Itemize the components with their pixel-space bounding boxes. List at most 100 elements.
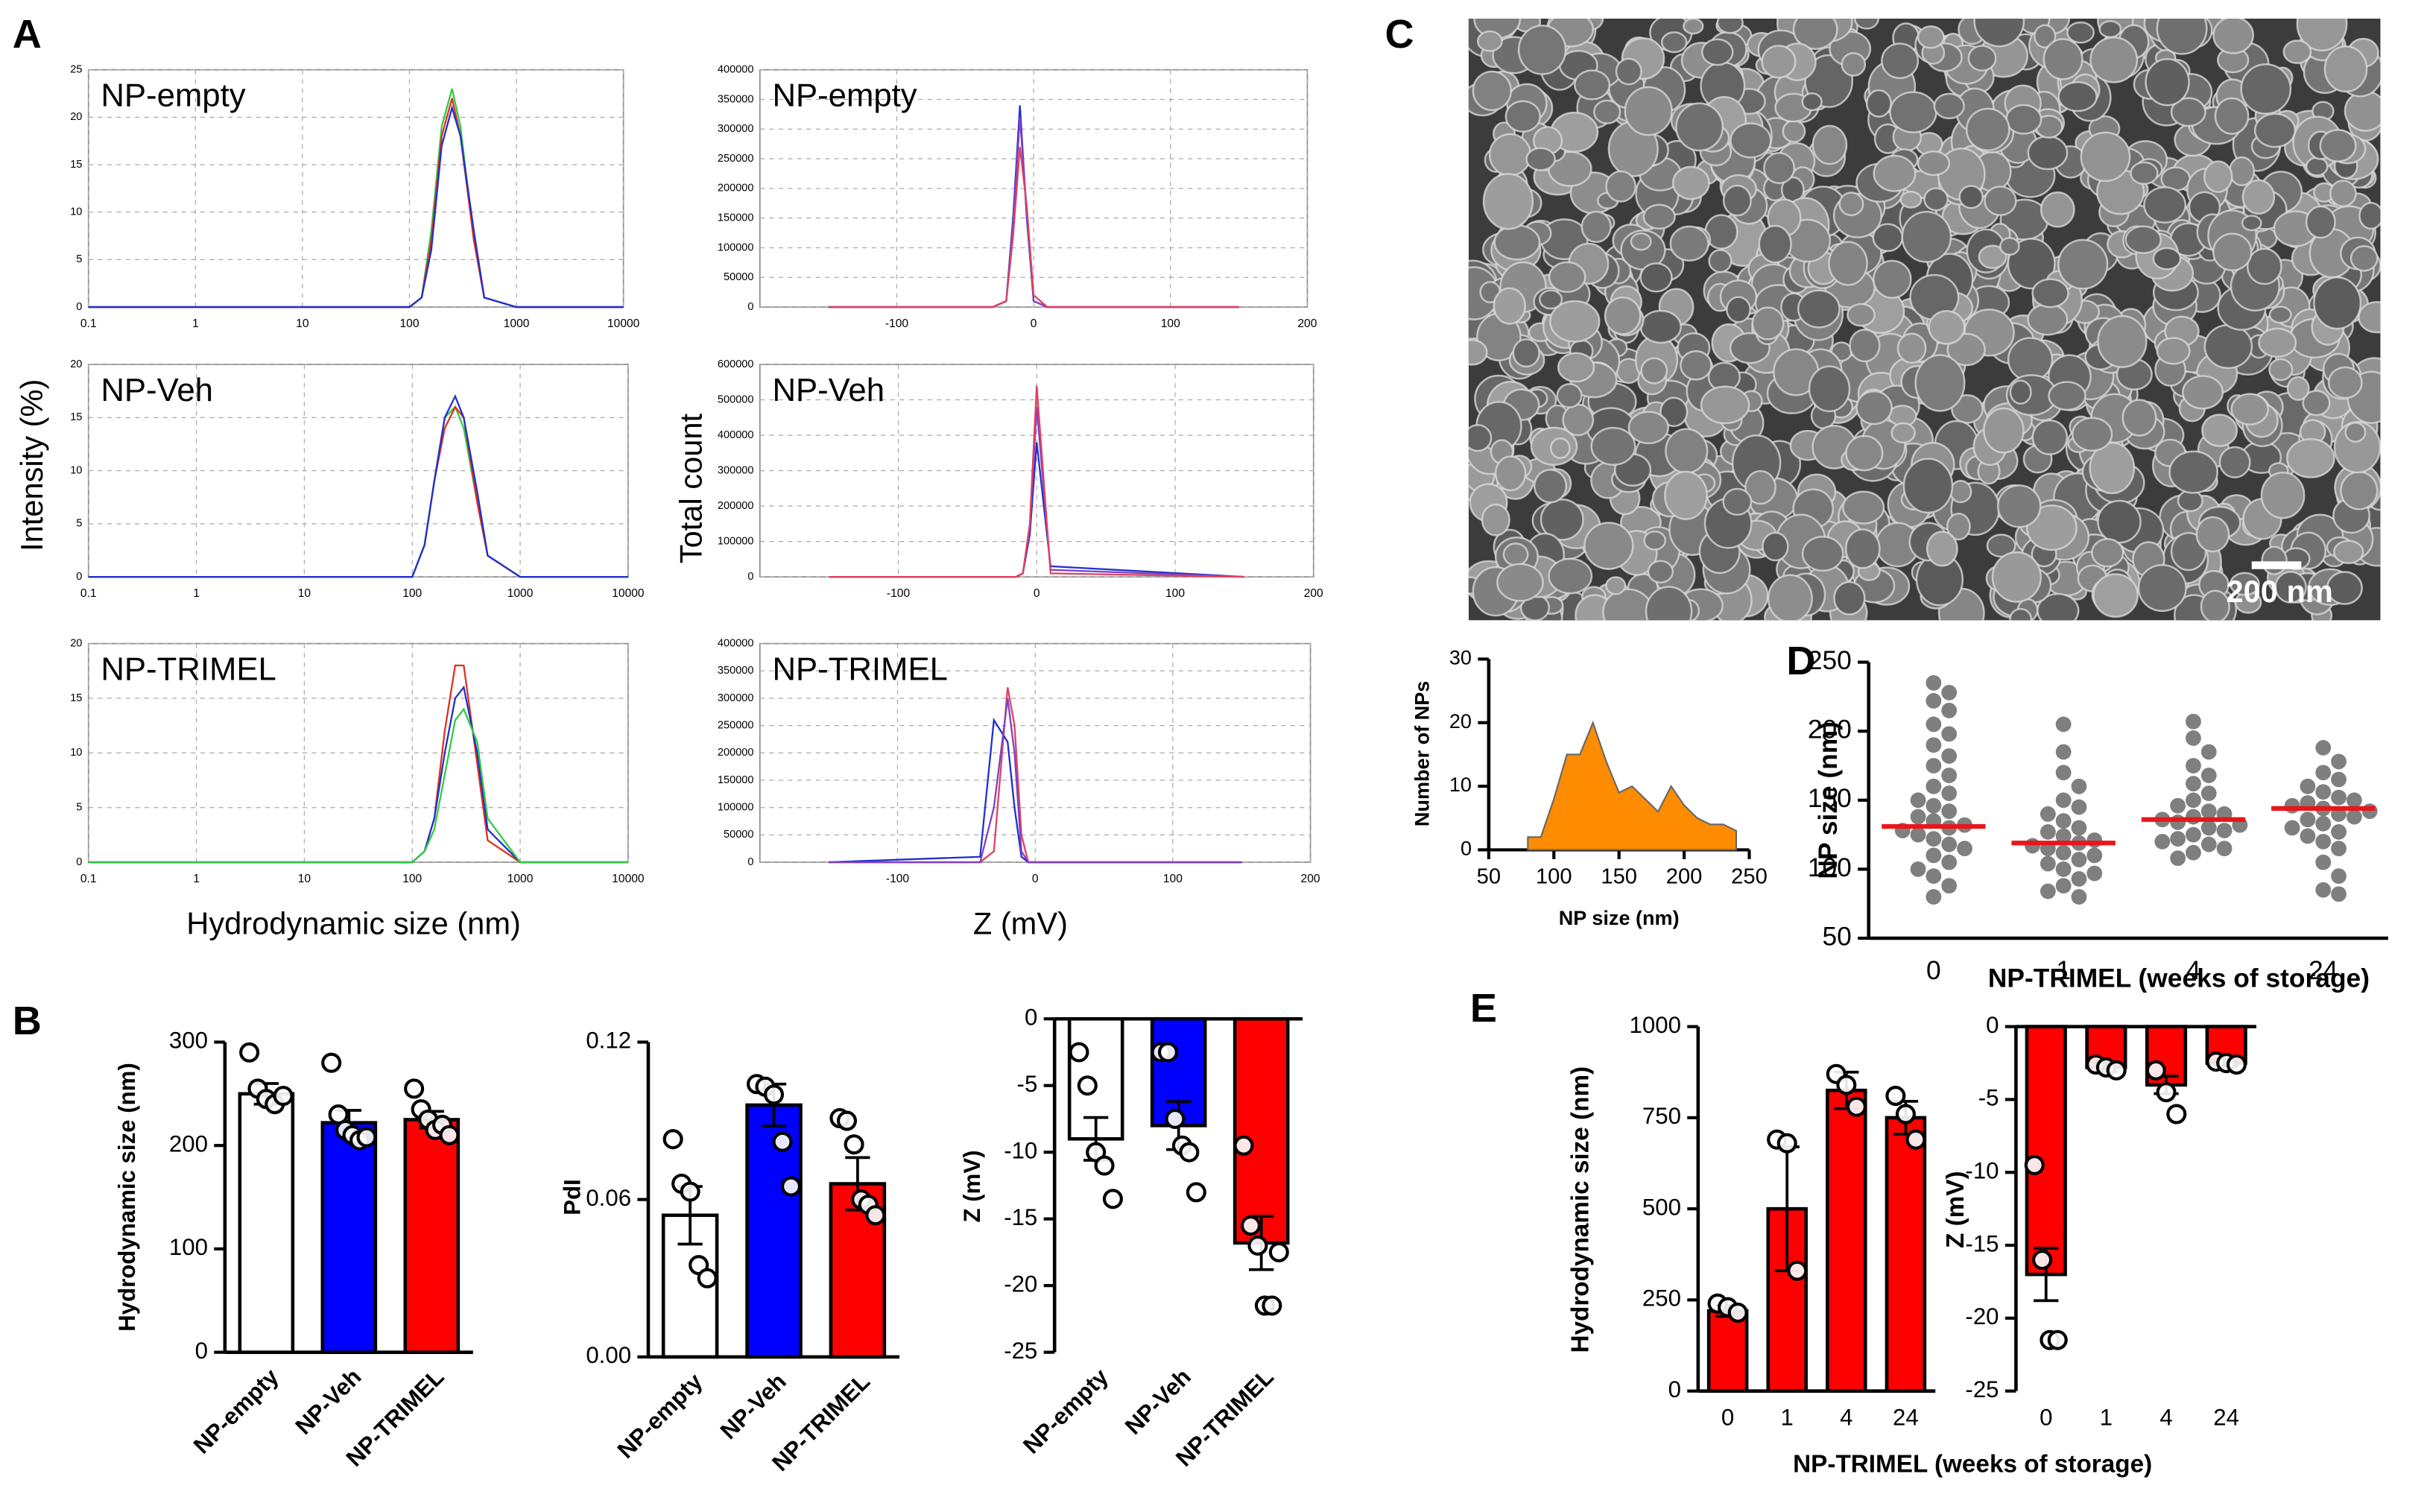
x-axis-label: NP-TRIMEL (weeks of storage) [1988,964,2370,993]
y-tick-label: 150000 [718,774,754,786]
sem-grain [2156,18,2208,55]
data-point [2055,792,2072,809]
sem-grain [1890,422,1916,444]
sem-grain [2253,113,2297,148]
sem-grain [2230,393,2269,426]
data-point [2346,792,2362,809]
data-point [321,1052,342,1073]
sem-grain [1700,385,1750,425]
data-point [662,1129,683,1150]
series-line [88,707,628,864]
sem-grain [2241,179,2276,215]
sem-grain [2260,471,2306,519]
sem-grain [2323,45,2368,93]
x-tick-label: 0 [1031,317,1037,330]
sem-grain [2195,516,2230,553]
sem-grain [1901,210,1952,263]
panel-letter: D [1786,639,1815,683]
sem-grain [2089,442,2136,495]
y-tick-label: 350000 [718,93,754,105]
data-point [1926,889,1942,905]
data-point [2170,850,2186,867]
bar [238,1092,295,1354]
sem-grain [1493,224,1541,261]
data-point [844,1134,864,1155]
sem-grain [2340,471,2379,510]
y-tick-label: 300000 [718,692,754,704]
sem-grain [1991,551,2042,603]
x-tick-label: 100 [1163,873,1183,885]
y-tick-label: 400000 [718,63,754,75]
sem-grain [2034,24,2057,48]
sem-grain [2326,571,2363,605]
sem-grain [1659,396,1689,428]
data-point [1102,1189,1123,1209]
y-tick-label: 10 [70,747,82,759]
data-point [2200,803,2217,820]
x-tick-label: 4 [2159,1404,2172,1430]
x-tick-label: 250 [1731,865,1768,889]
sem-grain [2170,531,2207,572]
data-point [1941,854,1958,870]
data-point [2186,713,2201,730]
sem-grain [1548,557,1593,595]
data-point [2186,844,2201,861]
sem-grain [1865,89,1892,118]
data-point [2315,882,2332,898]
data-point [2145,1060,2166,1081]
data-point [1836,1075,1857,1095]
data-point [2024,1154,2045,1176]
x-tick-label: 1 [2056,956,2071,985]
sem-grain [1665,428,1709,474]
panel-letter: E [1470,986,1497,1031]
sem-grain [2268,358,2294,382]
sem-grain [2005,104,2042,135]
data-point [2200,820,2217,836]
sem-grain [2258,327,2297,358]
x-tick-label: 1 [1781,1404,1794,1430]
x-tick-label: 10000 [607,317,640,330]
sem-grain [2274,571,2307,604]
x-tick-label: 0 [2040,1404,2052,1430]
data-point [2331,771,2347,788]
sem-grain [2027,135,2069,171]
data-point [404,1078,425,1099]
sem-grain [1708,249,1733,273]
x-tick-label: 0.1 [80,873,97,885]
sem-grain [1468,424,1493,452]
x-tick-label: -100 [886,873,910,885]
x-tick-label: NP-Veh [291,1364,367,1440]
y-tick-label: 500000 [718,393,754,405]
y-tick-label: 100 [1808,853,1852,882]
data-point [2047,1329,2068,1350]
sem-grain [1946,513,1971,541]
sem-grain [1842,490,1885,525]
sem-grain [1590,426,1636,466]
y-tick-label: -20 [1965,1303,1999,1329]
y-tick-label: 0 [1986,1012,1999,1038]
data-point [2071,820,2087,836]
sem-grain [1533,469,1568,504]
data-point [2086,832,2103,848]
data-point [2331,824,2347,840]
data-point [2315,740,2332,756]
data-point [2200,836,2217,853]
data-point [1926,831,1942,847]
sem-grain [1762,531,1789,562]
sem-grain [2121,399,2157,437]
x-tick-label: 50 [1477,865,1501,889]
sem-grain [1873,259,1912,299]
data-point [2040,806,2056,822]
sem-grain [2305,205,2336,239]
sem-grain [1504,100,1542,133]
sem-grain [1502,543,1529,566]
data-point [2071,799,2087,815]
sem-grain [1549,437,1571,459]
sem-grain [1965,107,2010,151]
x-tick-label: NP-Veh [715,1368,791,1444]
sem-grain [1726,296,1751,323]
data-point [273,1086,294,1107]
sem-grain [1580,210,1612,244]
sem-grain [1797,289,1841,329]
